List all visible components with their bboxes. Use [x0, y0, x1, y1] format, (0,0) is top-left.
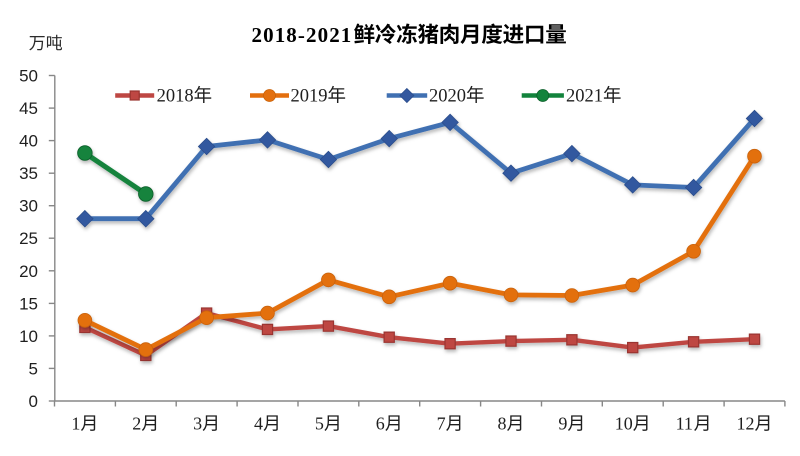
- svg-text:25: 25: [19, 229, 38, 248]
- svg-text:0: 0: [29, 392, 38, 411]
- svg-text:4: 4: [254, 414, 263, 434]
- svg-text:15: 15: [19, 294, 38, 313]
- svg-text:45: 45: [19, 99, 38, 118]
- svg-text:10: 10: [615, 414, 633, 434]
- svg-text:6: 6: [376, 414, 385, 434]
- svg-text:11: 11: [676, 414, 693, 434]
- svg-text:30: 30: [19, 197, 38, 216]
- svg-text:8: 8: [498, 414, 507, 434]
- svg-text:2: 2: [132, 414, 141, 434]
- svg-text:9: 9: [558, 414, 567, 434]
- svg-text:40: 40: [19, 132, 38, 151]
- svg-text:35: 35: [19, 164, 38, 183]
- svg-text:1: 1: [71, 414, 80, 434]
- svg-text:2020: 2020: [429, 87, 466, 107]
- svg-text:12: 12: [737, 414, 755, 434]
- svg-text:7: 7: [437, 414, 446, 434]
- svg-text:5: 5: [315, 414, 324, 434]
- svg-text:2019: 2019: [291, 87, 328, 107]
- svg-text:2018-2021: 2018-2021: [252, 23, 353, 47]
- svg-text:2018: 2018: [157, 87, 194, 107]
- svg-text:50: 50: [19, 67, 38, 86]
- svg-text:2021: 2021: [566, 87, 603, 107]
- svg-text:20: 20: [19, 262, 38, 281]
- svg-text:3: 3: [193, 414, 202, 434]
- svg-text:5: 5: [29, 359, 38, 378]
- svg-text:10: 10: [19, 327, 38, 346]
